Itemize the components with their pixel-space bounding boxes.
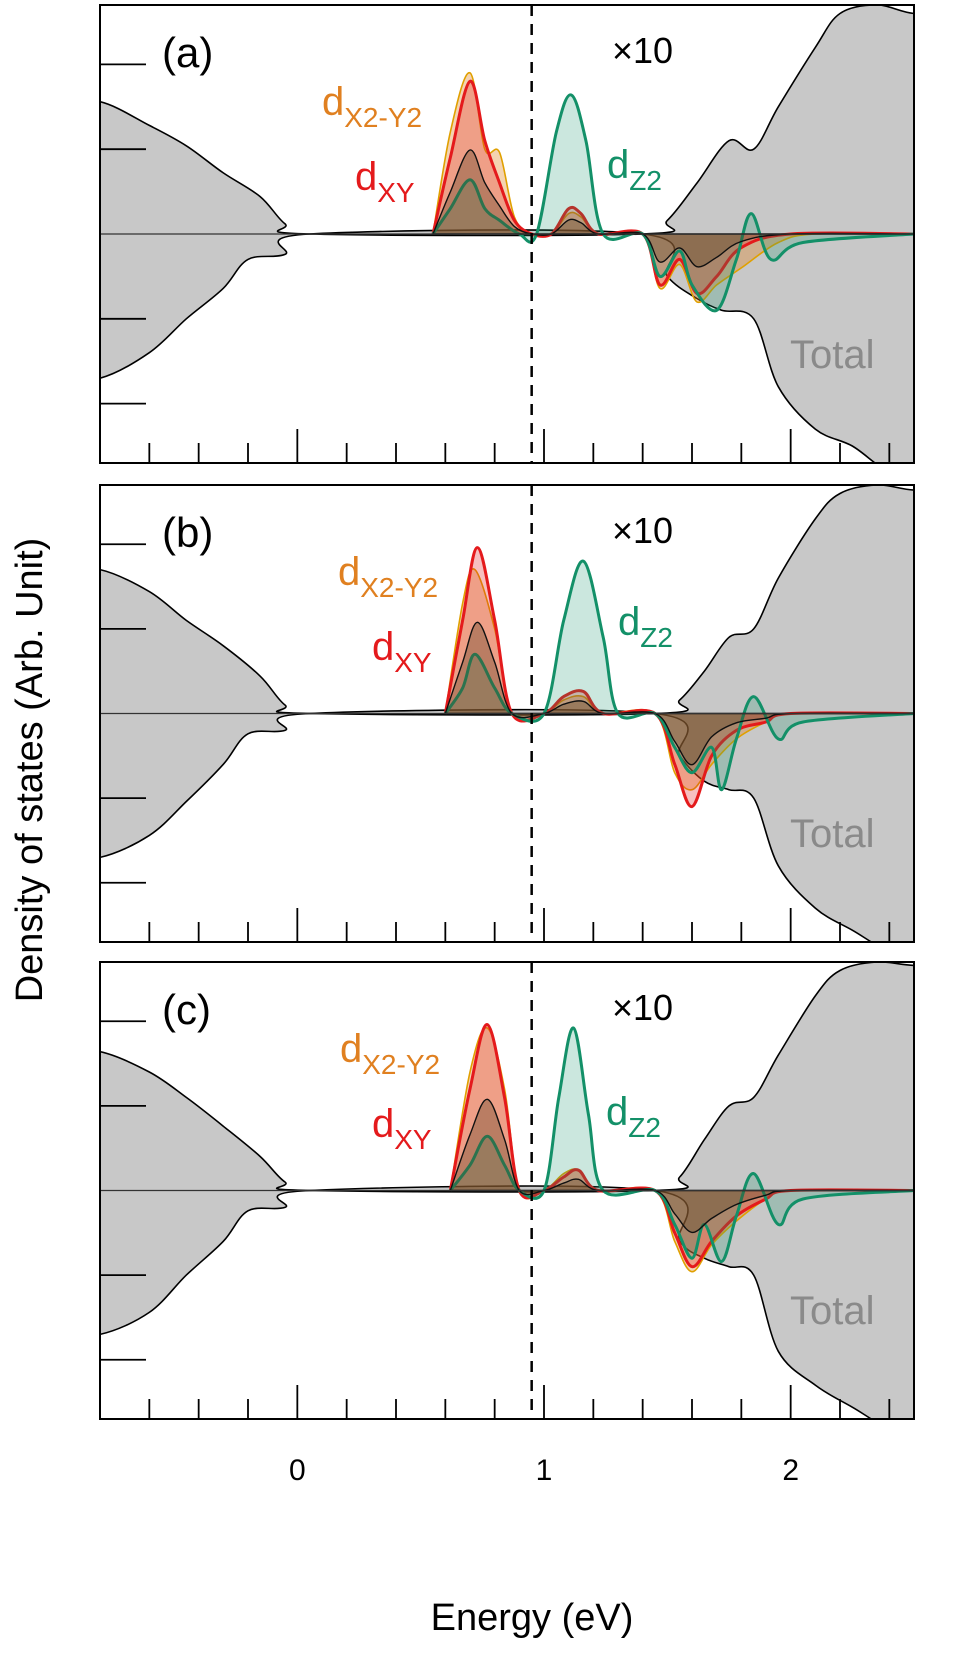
dx2y2-fill xyxy=(445,568,914,790)
dxy-fill xyxy=(450,1024,914,1267)
legend-dx2y2: dX2-Y2 xyxy=(338,550,438,603)
x-tick-label-2: 2 xyxy=(782,1454,799,1487)
panel-2: (b) ×10 dX2-Y2 dXY dZ2 Total xyxy=(99,484,915,943)
dz2-fill xyxy=(445,561,914,790)
panel-frame xyxy=(99,4,915,464)
dz2-line xyxy=(444,559,914,792)
total_up-line xyxy=(100,485,914,716)
total_up-fill xyxy=(100,962,914,1192)
x-tick-label-0: 0 xyxy=(289,1454,306,1487)
plot-area xyxy=(100,5,914,463)
plot-area xyxy=(100,485,914,942)
legend-dxy: dXY xyxy=(372,625,432,678)
dxy-line xyxy=(431,79,914,296)
total_down-fill xyxy=(100,709,914,942)
panels-group: (a) ×10 dX2-Y2 dXY dZ2 Total (b) ×10 dX2-Y2 dXY dZ… xyxy=(99,4,915,1420)
panel-label: (c) xyxy=(162,986,211,1033)
legend-dx2y2: dX2-Y2 xyxy=(340,1027,440,1080)
scale-note: ×10 xyxy=(612,987,673,1028)
panel-3: (c) ×10 dX2-Y2 dXY dZ2 Total xyxy=(99,961,915,1420)
total_up-fill xyxy=(100,5,914,236)
legend-total: Total xyxy=(790,333,875,377)
panel-frame xyxy=(99,484,915,943)
legend-total: Total xyxy=(790,812,875,856)
overlap-fill xyxy=(431,149,914,268)
x-tick-label-1: 1 xyxy=(536,1454,553,1487)
panel-1: (a) ×10 dX2-Y2 dXY dZ2 Total xyxy=(99,4,915,464)
scale-note: ×10 xyxy=(612,30,673,71)
scale-note: ×10 xyxy=(612,510,673,551)
legend-dz2: dZ2 xyxy=(606,1090,661,1143)
total_up-line xyxy=(100,5,914,237)
legend-dz2: dZ2 xyxy=(607,143,662,196)
dz2-fill xyxy=(450,1027,914,1262)
total_down-line xyxy=(100,708,914,942)
total_down-fill xyxy=(100,229,914,463)
panel-label: (b) xyxy=(162,509,213,556)
x-axis-title: Energy (eV) xyxy=(431,1597,634,1639)
y-axis-title: Density of states (Arb. Unit) xyxy=(9,538,51,1003)
x-axis-labels: 0 1 2 Energy (eV) xyxy=(289,1454,799,1639)
total_up-line xyxy=(100,962,914,1193)
legend-dxy: dXY xyxy=(355,155,415,208)
legend-total: Total xyxy=(790,1289,875,1333)
legend-dx2y2: dX2-Y2 xyxy=(322,80,422,133)
plot-area xyxy=(100,962,914,1419)
dz2-line xyxy=(449,1026,914,1264)
panel-frame xyxy=(99,961,915,1420)
panel-label: (a) xyxy=(162,29,213,76)
legend-dxy: dXY xyxy=(372,1102,432,1155)
legend-dz2: dZ2 xyxy=(618,600,673,653)
total_down-line xyxy=(100,229,914,463)
total_up-fill xyxy=(100,485,914,715)
